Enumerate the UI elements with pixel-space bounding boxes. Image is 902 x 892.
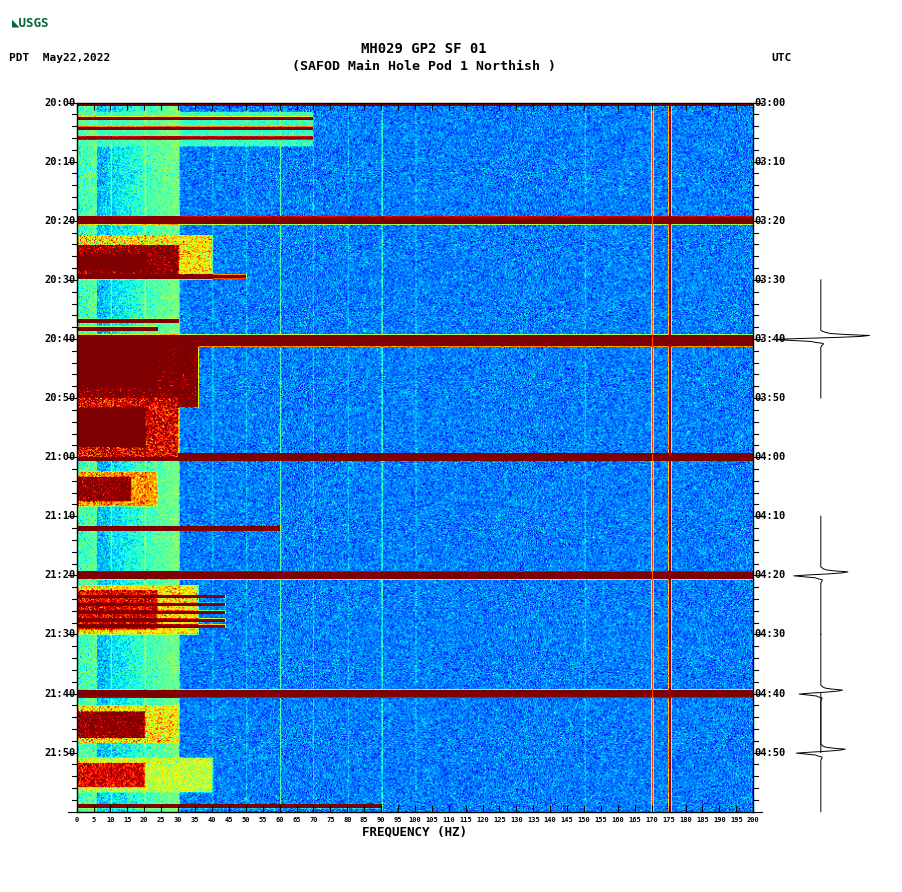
Text: 03:30: 03:30 xyxy=(754,275,786,285)
Text: ◣USGS: ◣USGS xyxy=(12,16,50,29)
Text: 20:20: 20:20 xyxy=(44,216,76,226)
X-axis label: FREQUENCY (HZ): FREQUENCY (HZ) xyxy=(363,825,467,838)
Text: 04:20: 04:20 xyxy=(754,570,786,581)
Text: 03:50: 03:50 xyxy=(754,393,786,403)
Text: PDT  May22,2022: PDT May22,2022 xyxy=(9,53,110,63)
Text: 21:20: 21:20 xyxy=(44,570,76,581)
Text: 03:20: 03:20 xyxy=(754,216,786,226)
Text: 04:10: 04:10 xyxy=(754,511,786,521)
Text: 04:50: 04:50 xyxy=(754,747,786,757)
Text: 20:00: 20:00 xyxy=(44,97,76,108)
Text: 04:40: 04:40 xyxy=(754,689,786,698)
Text: MH029 GP2 SF 01: MH029 GP2 SF 01 xyxy=(361,42,487,56)
Text: 04:30: 04:30 xyxy=(754,630,786,640)
Text: 21:10: 21:10 xyxy=(44,511,76,521)
Text: 21:30: 21:30 xyxy=(44,630,76,640)
Text: 04:00: 04:00 xyxy=(754,452,786,462)
Text: 21:00: 21:00 xyxy=(44,452,76,462)
Text: 20:30: 20:30 xyxy=(44,275,76,285)
Text: (SAFOD Main Hole Pod 1 Northish ): (SAFOD Main Hole Pod 1 Northish ) xyxy=(292,61,556,73)
Text: 03:40: 03:40 xyxy=(754,334,786,344)
Text: 03:10: 03:10 xyxy=(754,157,786,167)
Text: 20:50: 20:50 xyxy=(44,393,76,403)
Text: 20:40: 20:40 xyxy=(44,334,76,344)
Text: 20:10: 20:10 xyxy=(44,157,76,167)
Text: UTC: UTC xyxy=(771,53,791,63)
Text: 03:00: 03:00 xyxy=(754,97,786,108)
Text: 21:40: 21:40 xyxy=(44,689,76,698)
Text: 21:50: 21:50 xyxy=(44,747,76,757)
